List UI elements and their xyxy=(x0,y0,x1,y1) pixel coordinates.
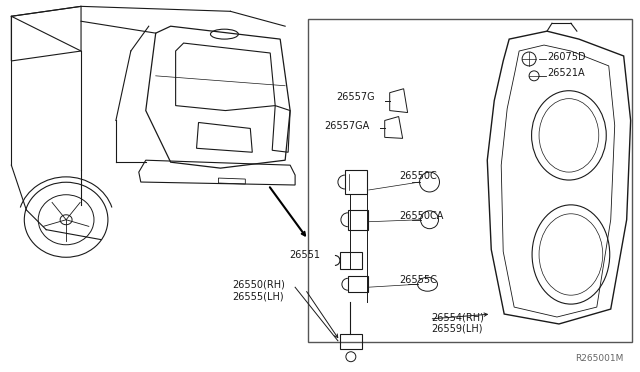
Text: 26551: 26551 xyxy=(289,250,320,260)
Text: R265001M: R265001M xyxy=(575,354,623,363)
Text: 26555(LH): 26555(LH) xyxy=(232,291,284,301)
Text: 26555C: 26555C xyxy=(399,275,438,285)
Text: 26559(LH): 26559(LH) xyxy=(431,324,483,334)
Text: 26554(RH): 26554(RH) xyxy=(431,312,484,322)
Text: 26557G: 26557G xyxy=(336,92,375,102)
Text: 26550(RH): 26550(RH) xyxy=(232,279,285,289)
Text: 26550CA: 26550CA xyxy=(399,211,444,221)
Text: 26521A: 26521A xyxy=(547,68,584,78)
Text: 26550C: 26550C xyxy=(399,171,437,181)
Text: 26557GA: 26557GA xyxy=(324,121,370,131)
Text: 26075D: 26075D xyxy=(547,52,586,62)
Bar xyxy=(308,19,632,342)
